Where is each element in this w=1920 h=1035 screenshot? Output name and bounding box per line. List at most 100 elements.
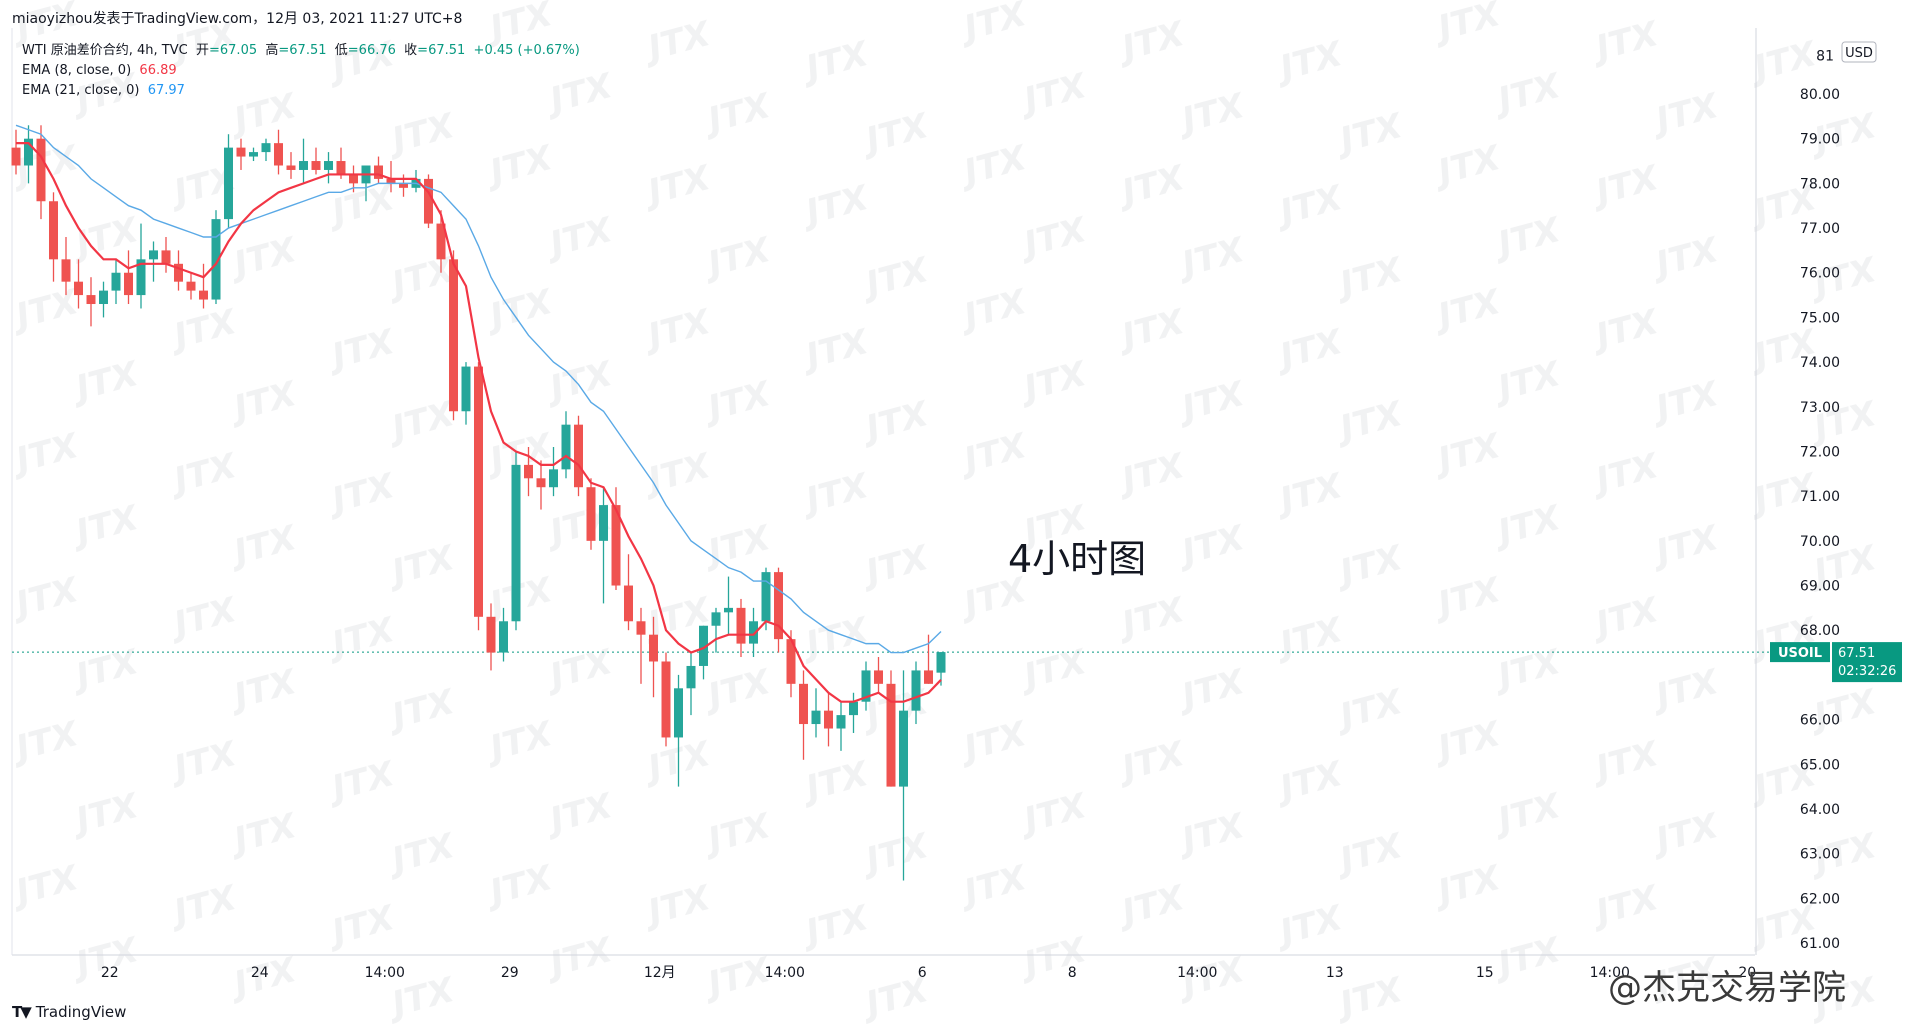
- watermark-mark: JTX: [540, 354, 618, 411]
- candle-body: [736, 607, 746, 644]
- watermark-mark: JTX: [1172, 86, 1250, 143]
- watermark-mark: JTX: [796, 178, 874, 235]
- watermark-mark: JTX: [1112, 734, 1190, 791]
- last-price-tag: [1832, 642, 1902, 683]
- candle-body: [274, 143, 283, 166]
- watermark-mark: JTX: [1330, 394, 1408, 451]
- y-tick-label: 69.00: [1800, 579, 1840, 595]
- high-value: =67.51: [278, 43, 327, 58]
- watermark-mark: JTX: [1330, 538, 1408, 595]
- watermark-mark: JTX: [66, 354, 144, 411]
- y-tick-label: 72.00: [1800, 444, 1840, 460]
- y-tick-label: 73.00: [1800, 400, 1840, 416]
- close-value: =67.51: [417, 43, 466, 58]
- candle-body: [724, 607, 733, 613]
- watermark-mark: JTX: [1586, 302, 1664, 359]
- watermark-mark: JTX: [382, 250, 460, 307]
- bar-countdown: 02:32:26: [1838, 664, 1896, 679]
- candle-body: [599, 505, 608, 541]
- ema21-value: 67.97: [147, 83, 185, 98]
- candle-body: [136, 259, 146, 296]
- watermark-mark: JTX: [856, 250, 934, 307]
- watermark-mark: JTX: [322, 610, 400, 667]
- candle-body: [424, 178, 433, 224]
- y-tick-label: 66.00: [1800, 713, 1840, 729]
- watermark-mark: JTX: [954, 282, 1032, 339]
- watermark-mark: JTX: [322, 754, 400, 811]
- watermark-mark: JTX: [796, 610, 874, 667]
- ema8-legend-row[interactable]: EMA (8, close, 0) 66.89: [22, 61, 580, 81]
- candle-body: [236, 147, 246, 157]
- watermark-mark: JTX: [796, 322, 874, 379]
- watermark-mark: JTX: [1586, 14, 1664, 71]
- watermark-mark: JTX: [638, 734, 716, 791]
- tradingview-brand[interactable]: T▼ TradingView: [12, 1003, 126, 1021]
- candle-body: [549, 469, 558, 488]
- watermark-mark: JTX: [1646, 86, 1724, 143]
- x-tick-label: 15: [1476, 965, 1494, 981]
- watermark-mark: JTX: [1112, 446, 1190, 503]
- watermark-mark: JTX: [540, 210, 618, 267]
- candle-body: [161, 250, 171, 264]
- watermark-mark: JTX: [1270, 754, 1348, 811]
- candle-body: [49, 201, 58, 260]
- y-tick-label: 79.00: [1800, 132, 1840, 148]
- watermark-mark: JTX: [1646, 230, 1724, 287]
- x-tick-label: 14:00: [365, 965, 405, 981]
- watermark-mark: JTX: [6, 570, 84, 627]
- credit-watermark: @杰克交易学院: [1608, 968, 1846, 1008]
- watermark-mark: JTX: [1112, 14, 1190, 71]
- y-tick-label: 61.00: [1800, 936, 1840, 952]
- candle-body: [486, 616, 496, 653]
- watermark-mark: JTX: [698, 86, 776, 143]
- watermark-mark: JTX: [1488, 642, 1566, 699]
- watermark-mark: JTX: [164, 734, 242, 791]
- watermark-mark: JTX: [954, 714, 1032, 771]
- symbol-legend-row[interactable]: WTI 原油差价合约, 4h, TVC 开=67.05 高=67.51 低=66…: [22, 41, 580, 61]
- watermark-mark: JTX: [1488, 354, 1566, 411]
- candle-body: [524, 464, 533, 479]
- publish-header: miaoyizhou发表于TradingView.com，12月 03, 202…: [12, 8, 462, 28]
- watermark-mark: JTX: [638, 302, 716, 359]
- chart-legend: WTI 原油差价合约, 4h, TVC 开=67.05 高=67.51 低=66…: [22, 41, 580, 101]
- watermark-mark: JTX: [1014, 210, 1092, 267]
- candle-body: [511, 464, 521, 622]
- candle-body: [386, 178, 396, 184]
- watermark-mark: JTX: [1586, 590, 1664, 647]
- watermark-mark: JTX: [954, 858, 1032, 915]
- watermark-mark: JTX: [1172, 518, 1250, 575]
- y-tick-label: 77.00: [1800, 221, 1840, 237]
- watermark-mark: JTX: [164, 302, 242, 359]
- watermark-mark: JTX: [1488, 498, 1566, 555]
- watermark-mark: JTX: [1330, 106, 1408, 163]
- candle-body: [811, 710, 821, 725]
- watermark-mark: JTX: [1014, 642, 1092, 699]
- candle-body: [11, 147, 21, 166]
- watermark-mark: JTX: [1488, 210, 1566, 267]
- ema21-legend-row[interactable]: EMA (21, close, 0) 67.97: [22, 81, 580, 101]
- y-tick-label: 64.00: [1800, 802, 1840, 818]
- candle-body: [874, 670, 883, 684]
- low-label: 低: [334, 43, 348, 58]
- watermark-mark: JTX: [1270, 34, 1348, 91]
- watermark-mark: JTX: [1488, 786, 1566, 843]
- candle-body: [74, 281, 83, 296]
- candle-body: [749, 621, 758, 644]
- watermark-mark: JTX: [1586, 734, 1664, 791]
- watermark-mark: JTX: [954, 138, 1032, 195]
- watermark-mark: JTX: [382, 106, 460, 163]
- watermark-mark: JTX: [638, 158, 716, 215]
- candle-body: [861, 670, 871, 702]
- x-tick-label: 13: [1326, 965, 1344, 981]
- symbol-price-tag: [1770, 642, 1830, 663]
- watermark-mark: JTX: [382, 394, 460, 451]
- watermark-mark: JTX: [1586, 878, 1664, 935]
- tradingview-brand-label: TradingView: [35, 1003, 127, 1021]
- candle-body: [824, 710, 833, 729]
- y-tick-label: 78.00: [1800, 176, 1840, 192]
- ema8-label: EMA (8, close, 0): [22, 63, 132, 78]
- y-tick-label: 74.00: [1800, 355, 1840, 371]
- currency-badge: [1841, 41, 1877, 63]
- candle-body: [99, 290, 108, 305]
